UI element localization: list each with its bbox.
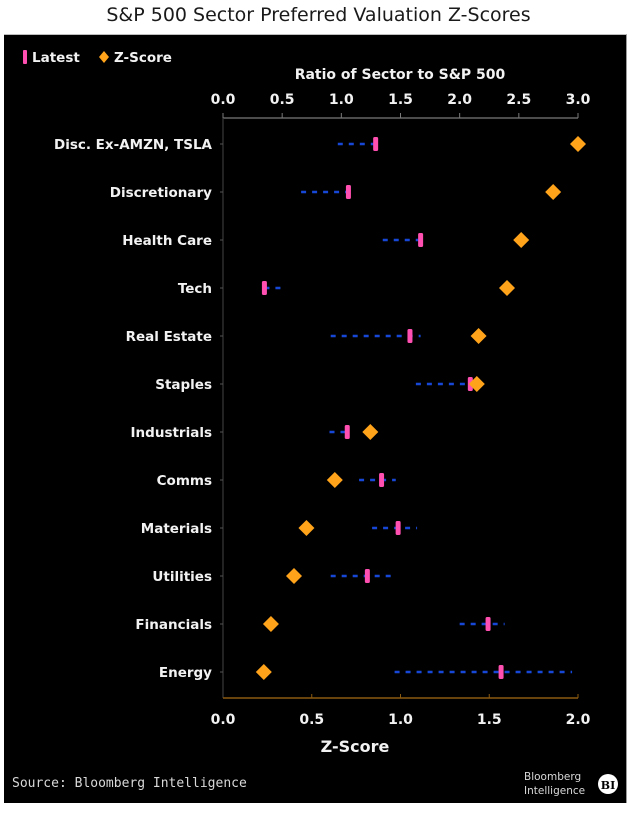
sector-label: Health Care (122, 233, 212, 249)
zscore-marker (326, 472, 343, 488)
latest-marker (364, 569, 370, 583)
sector-row: Disc. Ex-AMZN, TSLA (54, 136, 586, 153)
sector-label: Discretionary (110, 185, 212, 201)
legend-zscore-label: Z-Score (114, 50, 172, 66)
source-note: Source: Bloomberg Intelligence (12, 776, 247, 791)
sector-label: Industrials (131, 425, 212, 441)
zscore-marker (255, 664, 272, 680)
latest-marker (345, 185, 351, 199)
sector-label: Real Estate (126, 329, 212, 345)
sector-row: Real Estate (126, 328, 487, 345)
sector-label: Staples (155, 377, 212, 393)
bottom-tick-label: 1.5 (477, 712, 502, 728)
bottom-tick-label: 0.0 (211, 712, 236, 728)
bottom-tick-label: 0.5 (299, 712, 324, 728)
top-tick-label: 3.0 (566, 92, 591, 108)
sector-row: Discretionary (110, 184, 562, 201)
latest-marker (379, 473, 385, 487)
legend-latest-label: Latest (32, 50, 80, 66)
zscore-marker (262, 616, 279, 632)
axes (222, 117, 578, 699)
sector-label: Financials (135, 617, 212, 633)
zscore-marker (286, 568, 302, 584)
latest-marker (498, 665, 504, 679)
zscore-marker (570, 136, 586, 152)
sector-row: Industrials (131, 424, 379, 441)
legend: Latest Z-Score (23, 50, 172, 66)
sector-row: Financials (135, 616, 505, 633)
sector-row: Materials (141, 520, 418, 537)
sector-row: Utilities (152, 568, 393, 585)
legend-zscore-swatch (99, 51, 109, 63)
chart-panel (4, 34, 627, 803)
rows: Disc. Ex-AMZN, TSLA Discretionary Health C… (54, 136, 586, 681)
sector-label: Utilities (152, 569, 212, 585)
top-tick-label: 1.5 (388, 92, 413, 108)
bottom-tick-label: 1.0 (388, 712, 413, 728)
zscore-marker (298, 520, 315, 536)
sector-row: Tech (178, 280, 515, 297)
sector-row: Comms (157, 472, 396, 489)
sector-label: Materials (141, 521, 212, 537)
brand-line2: Intelligence (524, 785, 585, 797)
sector-row: Energy (159, 664, 573, 681)
latest-marker (373, 137, 379, 151)
sector-label: Comms (157, 473, 212, 489)
latest-marker (407, 329, 413, 343)
latest-marker (261, 281, 267, 295)
brand-line1: Bloomberg (524, 771, 581, 783)
latest-marker (344, 425, 350, 439)
bi-badge-text: BI (601, 779, 615, 792)
top-tick-label: 0.0 (211, 92, 236, 108)
bottom-axis-ticks: 0.0 0.5 1.0 1.5 2.0 (211, 694, 591, 728)
bottom-axis-title: Z-Score (321, 737, 390, 756)
sector-label: Energy (159, 665, 212, 681)
zscore-marker (545, 184, 562, 200)
latest-marker (485, 617, 491, 631)
top-axis-title: Ratio of Sector to S&P 500 (295, 67, 506, 83)
latest-marker (418, 233, 424, 247)
top-tick-label: 2.5 (506, 92, 531, 108)
zscore-marker (470, 328, 487, 344)
bottom-tick-label: 2.0 (566, 712, 591, 728)
sector-row: Staples (155, 376, 485, 393)
sector-label: Tech (178, 281, 212, 297)
top-axis-ticks: 0.0 0.5 1.0 1.5 2.0 2.5 3.0 (211, 92, 591, 118)
top-tick-label: 2.0 (447, 92, 472, 108)
latest-marker (395, 521, 401, 535)
sector-label: Disc. Ex-AMZN, TSLA (54, 137, 213, 153)
bi-badge-circle (598, 774, 618, 794)
top-tick-label: 1.0 (329, 92, 354, 108)
zscore-marker (499, 280, 515, 296)
zscore-marker (468, 376, 485, 392)
chart-title: S&P 500 Sector Preferred Valuation Z-Sco… (106, 4, 531, 26)
sector-row: Health Care (122, 232, 530, 249)
zscore-marker (362, 424, 379, 440)
legend-latest-swatch (23, 50, 27, 64)
top-tick-label: 0.5 (270, 92, 295, 108)
zscore-marker (513, 232, 530, 248)
